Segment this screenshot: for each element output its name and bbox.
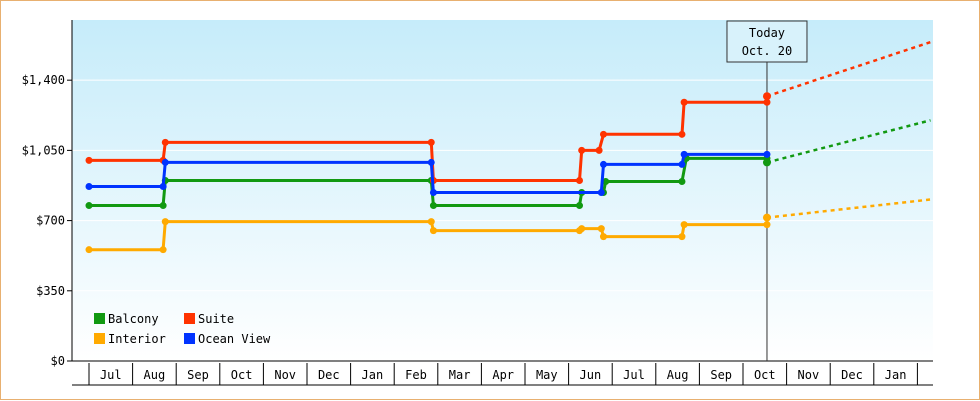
data-point <box>159 202 167 210</box>
x-tick-label: Dec <box>318 368 340 382</box>
data-point <box>429 202 437 210</box>
plot-area <box>72 20 933 361</box>
legend-swatch <box>184 313 195 324</box>
data-point <box>763 150 771 158</box>
data-point <box>85 202 93 210</box>
x-tick-label: Mar <box>449 368 471 382</box>
data-point <box>427 138 435 146</box>
x-tick-label: May <box>536 368 558 382</box>
data-point <box>427 158 435 166</box>
today-label-box <box>726 20 808 63</box>
data-point <box>680 150 688 158</box>
today-label-line1: Today <box>749 26 785 40</box>
data-point <box>763 98 771 106</box>
y-tick-label: $1,400 <box>22 73 65 87</box>
legend-item: Interior <box>94 332 166 346</box>
data-point <box>599 160 607 168</box>
data-point <box>159 182 167 190</box>
data-point <box>85 182 93 190</box>
data-point <box>680 98 688 106</box>
x-tick-label: Oct <box>231 368 253 382</box>
x-tick-label: Nov <box>274 368 296 382</box>
x-tick-label: Nov <box>798 368 820 382</box>
data-point <box>678 177 686 185</box>
series-interior <box>85 198 931 254</box>
legend-item: Ocean View <box>184 332 271 346</box>
data-point <box>678 233 686 241</box>
projection-line <box>766 198 931 219</box>
x-tick-label: Jul <box>100 368 122 382</box>
data-point <box>159 246 167 254</box>
series-suite <box>85 40 931 184</box>
data-point <box>578 225 586 233</box>
data-point <box>678 160 686 168</box>
data-point <box>597 189 605 197</box>
y-tick-label: $1,050 <box>22 143 65 157</box>
legend-swatch <box>184 333 195 344</box>
y-tick-label: $700 <box>36 214 65 228</box>
data-point <box>680 221 688 229</box>
data-point <box>429 189 437 197</box>
legend-item: Suite <box>184 312 234 326</box>
data-point <box>161 158 169 166</box>
data-point <box>599 130 607 138</box>
today-label-line2: Oct. 20 <box>742 44 793 58</box>
data-point <box>85 156 93 164</box>
x-tick-label: Oct <box>754 368 776 382</box>
data-point <box>763 221 771 229</box>
data-point <box>678 130 686 138</box>
data-point <box>576 202 583 210</box>
legend-item: Balcony <box>94 312 159 326</box>
x-tick-label: Jun <box>580 368 602 382</box>
y-tick-label: $350 <box>36 284 65 298</box>
legend-label: Interior <box>108 332 166 346</box>
data-point <box>595 146 603 154</box>
x-tick-label: Sep <box>187 368 209 382</box>
today-point <box>762 213 771 222</box>
x-tick-label: Aug <box>144 368 166 382</box>
x-tick-label: Jul <box>623 368 645 382</box>
data-point <box>161 218 169 226</box>
data-point <box>427 218 435 226</box>
data-point <box>85 246 93 254</box>
y-tick-label: $0 <box>51 354 65 368</box>
data-point <box>597 225 605 233</box>
today-point <box>762 92 771 101</box>
x-tick-label: Dec <box>841 368 863 382</box>
legend-label: Balcony <box>108 312 159 326</box>
legend-swatch <box>94 333 105 344</box>
legend-swatch <box>94 313 105 324</box>
data-point <box>576 176 583 184</box>
data-point <box>578 146 586 154</box>
x-tick-label: Sep <box>710 368 732 382</box>
x-tick-label: Apr <box>492 368 514 382</box>
legend-label: Ocean View <box>198 332 271 346</box>
today-point <box>762 158 771 167</box>
data-point <box>161 138 169 146</box>
x-tick-label: Feb <box>405 368 427 382</box>
x-tick-label: Aug <box>667 368 689 382</box>
x-tick-label: Jan <box>362 368 384 382</box>
legend-label: Suite <box>198 312 234 326</box>
x-tick-label: Jan <box>885 368 907 382</box>
data-point <box>599 233 607 241</box>
data-point <box>602 177 610 185</box>
data-point <box>429 227 437 235</box>
series-ocean-view <box>85 150 771 197</box>
